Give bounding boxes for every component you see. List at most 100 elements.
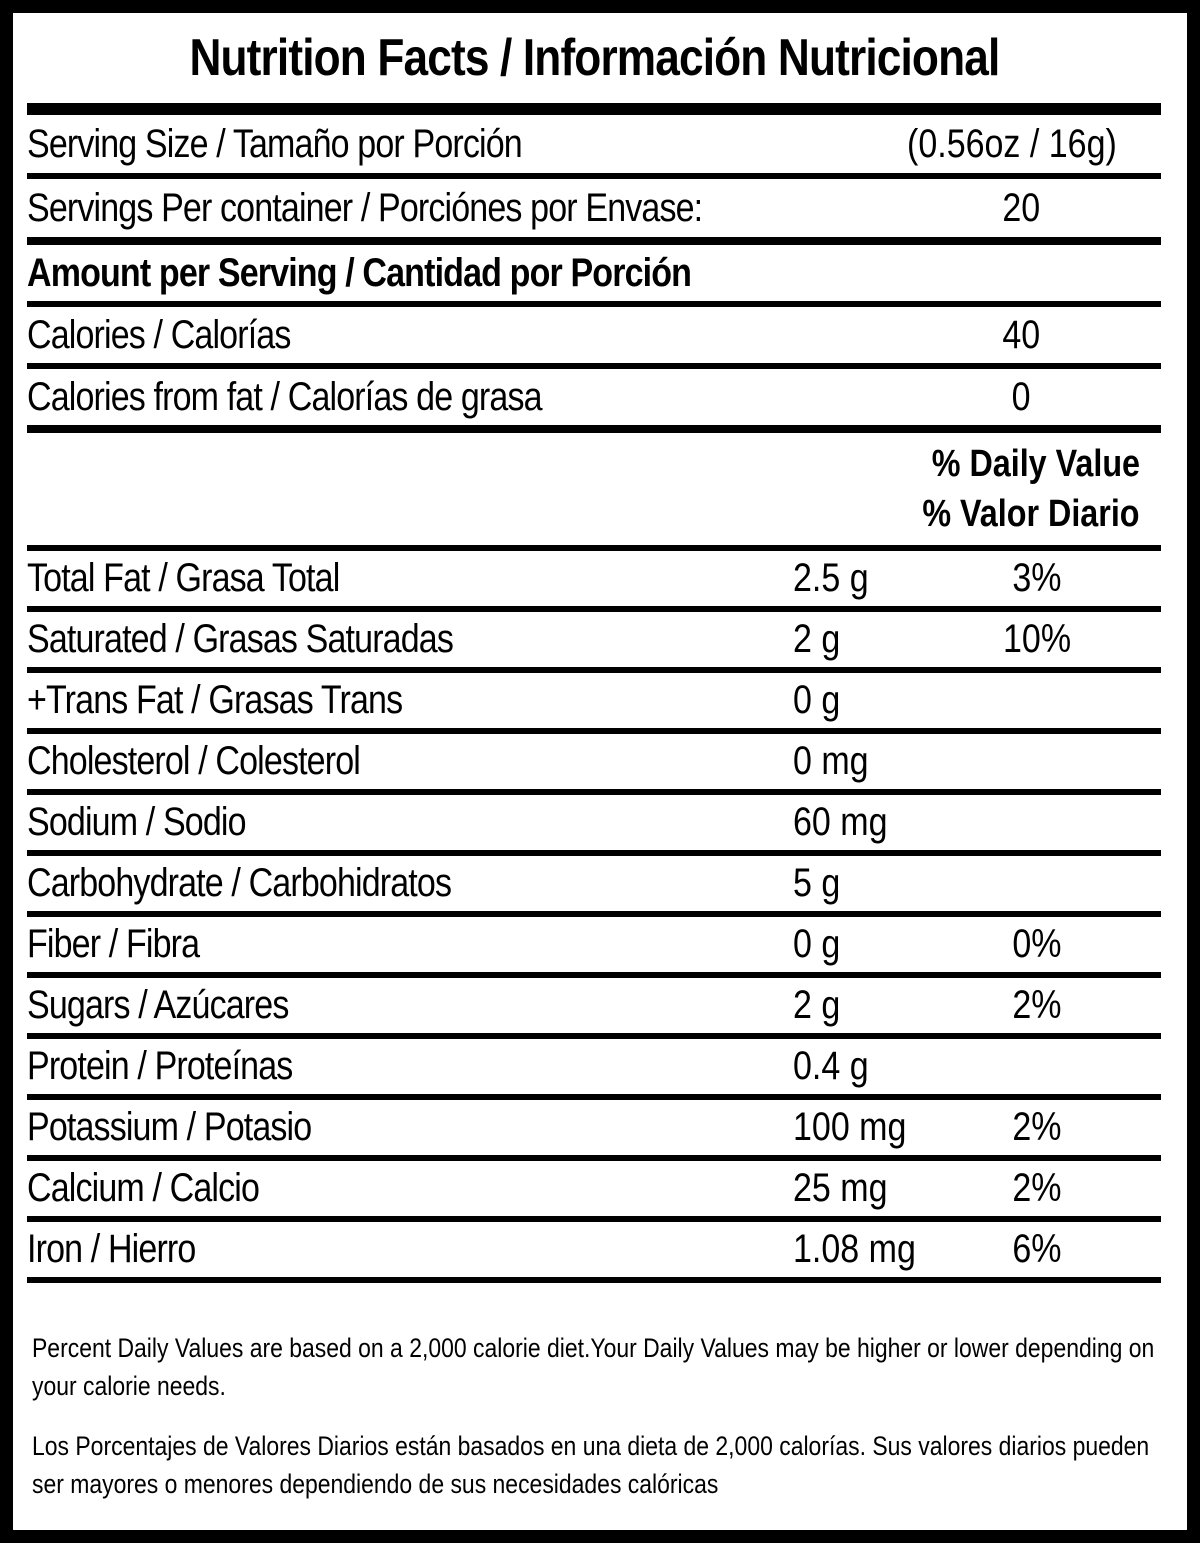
nutrient-row-cholesterol: Cholesterol / Colesterol 0 mg <box>27 734 1161 789</box>
nutrient-percent-cell <box>967 795 1107 850</box>
label-title: Nutrition Facts / Información Nutriciona… <box>27 13 1161 103</box>
nutrient-row-iron: Iron / Hierro 1.08 mg 6% <box>27 1222 1161 1277</box>
nutrient-row-fiber: Fiber / Fibra 0 g 0% <box>27 917 1161 972</box>
nutrient-amount-cell: 60 mg <box>793 795 904 850</box>
daily-value-header-line1: % Daily Value <box>931 443 1140 485</box>
nutrient-percent-cell <box>967 1039 1107 1094</box>
divider <box>27 728 1161 734</box>
calories-from-fat-row: Calories from fat / Calorías de grasa 0 <box>27 369 1161 425</box>
nutrient-row-saturated-fat: Saturated / Grasas Saturadas 2 g 10% <box>27 612 1161 667</box>
nutrient-label: Sugars / Azúcares <box>27 983 289 1027</box>
nutrient-percent: 3% <box>1012 556 1062 600</box>
nutrient-percent-cell: 2% <box>967 1100 1107 1155</box>
title-divider-bar <box>27 103 1161 115</box>
divider <box>27 972 1161 978</box>
divider <box>27 1216 1161 1222</box>
nutrient-amount-cell: 1.08 mg <box>793 1222 938 1277</box>
nutrient-amount: 0 g <box>793 922 841 966</box>
nutrient-percent: 10% <box>1002 617 1072 661</box>
serving-size-value-cell: (0.56oz / 16g) <box>870 115 1117 173</box>
divider <box>27 173 1161 179</box>
nutrient-percent-cell: 3% <box>967 551 1107 606</box>
divider <box>27 1277 1161 1283</box>
nutrient-row-sodium: Sodium / Sodio 60 mg <box>27 795 1161 850</box>
label-content: Nutrition Facts / Información Nutriciona… <box>13 13 1187 1503</box>
nutrient-row-carbohydrate: Carbohydrate / Carbohidratos 5 g <box>27 856 1161 911</box>
nutrient-percent: 2% <box>1012 1105 1062 1149</box>
nutrient-row-trans-fat: +Trans Fat / Grasas Trans 0 g <box>27 673 1161 728</box>
nutrient-amount: 100 mg <box>793 1105 907 1149</box>
nutrient-amount: 2.5 g <box>793 556 869 600</box>
nutrient-amount-cell: 0 mg <box>793 734 882 789</box>
footnote-english: Percent Daily Values are based on a 2,00… <box>32 1333 1155 1401</box>
divider-thick <box>27 237 1161 245</box>
nutrient-amount-cell: 0 g <box>793 673 849 728</box>
nutrient-amount-cell: 2 g <box>793 612 849 667</box>
nutrient-amount: 0 mg <box>793 739 869 783</box>
label-title-text: Nutrition Facts / Información Nutriciona… <box>189 29 1000 87</box>
divider <box>27 301 1161 307</box>
nutrient-amount: 60 mg <box>793 800 888 844</box>
nutrient-label: Carbohydrate / Carbohidratos <box>27 861 452 905</box>
nutrient-amount: 1.08 mg <box>793 1227 916 1271</box>
nutrient-row-potassium: Potassium / Potasio 100 mg 2% <box>27 1100 1161 1155</box>
nutrient-label: +Trans Fat / Grasas Trans <box>27 678 403 722</box>
nutrient-label: Iron / Hierro <box>27 1227 196 1271</box>
nutrient-amount-cell: 0.4 g <box>793 1039 882 1094</box>
nutrient-label: Protein / Proteínas <box>27 1044 293 1088</box>
divider <box>27 667 1161 673</box>
nutrient-percent: 0% <box>1012 922 1062 966</box>
nutrient-amount-cell: 2.5 g <box>793 551 882 606</box>
amount-per-serving-heading: Amount per Serving / Cantidad por Porció… <box>27 250 692 295</box>
daily-value-header: % Daily Value % Valor Diario <box>27 433 1161 545</box>
nutrient-percent: 2% <box>1012 1166 1062 1210</box>
nutrient-amount: 2 g <box>793 983 841 1027</box>
footnotes: Percent Daily Values are based on a 2,00… <box>27 1329 1161 1503</box>
servings-per-container-row: Servings Per container / Porciónes por E… <box>27 179 1161 237</box>
nutrient-row-calcium: Calcium / Calcio 25 mg 2% <box>27 1161 1161 1216</box>
divider <box>27 789 1161 795</box>
calories-from-fat-label: Calories from fat / Calorías de grasa <box>27 374 543 419</box>
nutrient-amount: 25 mg <box>793 1166 888 1210</box>
nutrient-percent-cell: 6% <box>967 1222 1107 1277</box>
nutrient-label: Cholesterol / Colesterol <box>27 739 361 783</box>
nutrient-amount: 2 g <box>793 617 841 661</box>
nutrient-row-protein: Protein / Proteínas 0.4 g <box>27 1039 1161 1094</box>
nutrient-amount-cell: 2 g <box>793 978 849 1033</box>
nutrient-percent-cell <box>967 856 1107 911</box>
nutrient-percent: 2% <box>1012 983 1062 1027</box>
divider <box>27 1033 1161 1039</box>
divider-thick <box>27 425 1161 433</box>
calories-from-fat-value: 0 <box>1011 374 1031 419</box>
nutrient-percent-cell: 2% <box>967 1161 1107 1216</box>
nutrient-percent-cell <box>967 673 1107 728</box>
nutrient-amount: 0.4 g <box>793 1044 869 1088</box>
calories-row: Calories / Calorías 40 <box>27 307 1161 363</box>
nutrient-row-total-fat: Total Fat / Grasa Total 2.5 g 3% <box>27 551 1161 606</box>
amount-per-serving-heading-row: Amount per Serving / Cantidad por Porció… <box>27 245 1161 301</box>
nutrient-amount-cell: 25 mg <box>793 1161 904 1216</box>
servings-per-container-value-cell: 20 <box>946 179 1096 237</box>
divider <box>27 1155 1161 1161</box>
calories-from-fat-value-cell: 0 <box>946 369 1096 425</box>
divider <box>27 911 1161 917</box>
divider <box>27 1094 1161 1100</box>
calories-value: 40 <box>1002 312 1040 357</box>
servings-per-container-label: Servings Per container / Porciónes por E… <box>27 185 703 230</box>
nutrient-percent-cell <box>967 734 1107 789</box>
nutrient-amount-cell: 5 g <box>793 856 849 911</box>
nutrient-label: Calcium / Calcio <box>27 1166 260 1210</box>
nutrient-label: Saturated / Grasas Saturadas <box>27 617 454 661</box>
divider <box>27 363 1161 369</box>
nutrient-percent-cell: 0% <box>967 917 1107 972</box>
nutrient-label: Fiber / Fibra <box>27 922 200 966</box>
divider <box>27 606 1161 612</box>
nutrient-label: Sodium / Sodio <box>27 800 247 844</box>
nutrient-row-sugars: Sugars / Azúcares 2 g 2% <box>27 978 1161 1033</box>
nutrient-amount-cell: 0 g <box>793 917 849 972</box>
servings-per-container-value: 20 <box>1002 185 1040 230</box>
nutrient-percent-cell: 2% <box>967 978 1107 1033</box>
nutrient-percent-cell: 10% <box>967 612 1107 667</box>
daily-value-header-line2: % Valor Diario <box>922 493 1140 535</box>
